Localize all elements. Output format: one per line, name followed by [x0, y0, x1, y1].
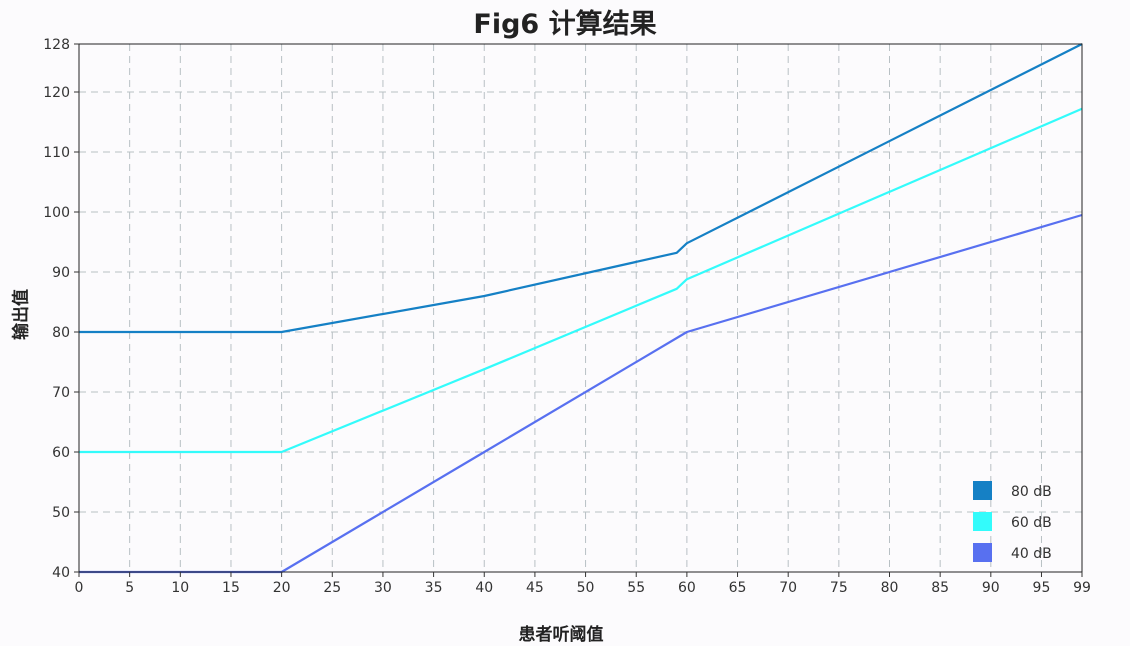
- x-tick-label: 45: [526, 580, 544, 596]
- legend-swatch: [973, 543, 992, 562]
- x-tick-label: 60: [678, 580, 696, 596]
- y-tick-label: 120: [43, 85, 70, 101]
- y-tick-label: 60: [52, 445, 70, 461]
- x-tick-label: 80: [881, 580, 899, 596]
- x-tick-label: 10: [171, 580, 189, 596]
- chart-title: Fig6 计算结果: [473, 9, 657, 40]
- x-tick-label: 15: [222, 580, 240, 596]
- x-tick-label: 90: [982, 580, 1000, 596]
- x-tick-label: 75: [830, 580, 848, 596]
- legend-label: 40 dB: [1011, 546, 1052, 562]
- x-tick-label: 70: [779, 580, 797, 596]
- x-tick-label: 5: [125, 580, 134, 596]
- plot-frame: [78, 43, 1083, 573]
- x-tick-label: 50: [577, 580, 595, 596]
- x-tick-label: 85: [931, 580, 949, 596]
- y-tick-label: 110: [43, 145, 70, 161]
- legend-swatch: [973, 481, 992, 500]
- x-tick-label: 0: [75, 580, 84, 596]
- y-tick-label: 90: [52, 265, 70, 281]
- legend-swatch: [973, 512, 992, 531]
- x-axis-label: 患者听阈值: [518, 625, 604, 645]
- y-tick-label: 80: [52, 325, 70, 341]
- x-tick-label: 99: [1073, 580, 1091, 596]
- series-line: [79, 213, 1083, 574]
- y-tick-label: 100: [43, 205, 70, 221]
- x-tick-label: 95: [1033, 580, 1051, 596]
- x-tick-label: 40: [475, 580, 493, 596]
- y-tick-label: 128: [43, 37, 70, 53]
- y-tick-label: 70: [52, 385, 70, 401]
- legend: 80 dB 60 dB 40 dB: [973, 481, 1052, 562]
- x-tick-label: 20: [273, 580, 291, 596]
- x-tick-label: 30: [374, 580, 392, 596]
- y-tick-label: 50: [52, 505, 70, 521]
- legend-label: 80 dB: [1011, 484, 1052, 500]
- y-tick-label: 40: [52, 565, 70, 581]
- x-tick-label: 25: [323, 580, 341, 596]
- series-lines: [79, 43, 1083, 574]
- x-tick-label: 65: [729, 580, 747, 596]
- grid: [79, 44, 1082, 572]
- x-tick-label: 55: [627, 580, 645, 596]
- x-tick-label: 35: [425, 580, 443, 596]
- series-line: [79, 43, 1083, 334]
- legend-label: 60 dB: [1011, 515, 1052, 531]
- axis-ticks: 0 5 10 15 20 25 30 35 40 45 50 55 60 65 70 75 80 85 90 95 99…: [43, 37, 1091, 596]
- series-line: [79, 107, 1083, 454]
